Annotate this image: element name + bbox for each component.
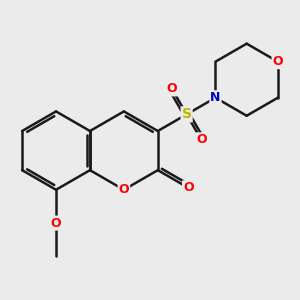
Text: O: O (273, 55, 283, 68)
Text: O: O (183, 181, 194, 194)
Text: O: O (167, 82, 177, 95)
Text: S: S (182, 107, 192, 122)
Text: O: O (118, 183, 129, 196)
Text: O: O (51, 217, 62, 230)
Text: N: N (210, 91, 221, 104)
Text: O: O (196, 133, 207, 146)
